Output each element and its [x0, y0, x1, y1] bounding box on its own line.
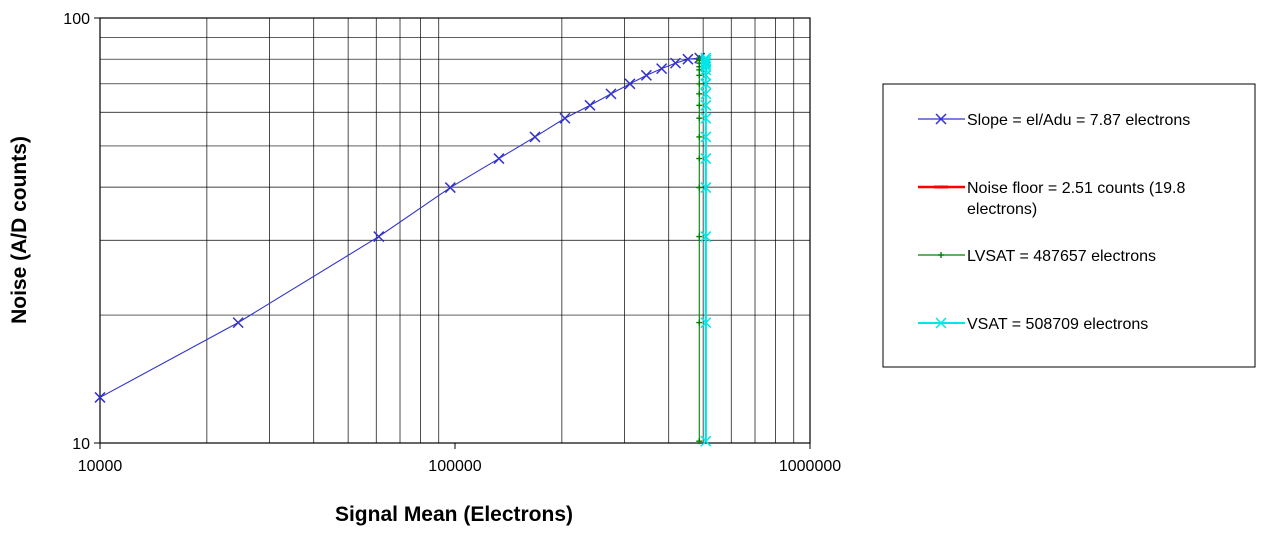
data-point-marker [529, 131, 541, 143]
legend-label: Slope = el/Adu = 7.87 electrons [967, 112, 1190, 129]
legend-label-line: Slope = el/Adu = 7.87 electrons [967, 112, 1190, 129]
data-point [624, 78, 636, 90]
data-point [700, 99, 712, 111]
data-point-marker [700, 78, 712, 90]
data-point [656, 63, 668, 75]
data-point-marker [935, 113, 947, 125]
data-point [700, 112, 712, 124]
data-point [696, 233, 703, 240]
data-point-marker [700, 131, 712, 143]
y-tick-label: 10 [72, 436, 90, 453]
data-point [559, 112, 571, 124]
legend-entry: LVSAT = 487657 electrons [918, 248, 1156, 265]
legend-label-line: Noise floor = 2.51 counts (19.8 [967, 180, 1185, 197]
data-point-marker [700, 54, 712, 66]
data-point-marker [656, 63, 668, 75]
data-point-marker [700, 99, 712, 111]
data-point [700, 131, 712, 143]
data-point-marker [700, 56, 712, 68]
legend-label: VSAT = 508709 electrons [967, 316, 1148, 333]
data-point-marker [605, 88, 617, 100]
data-point-marker [624, 78, 636, 90]
data-point [696, 115, 703, 122]
data-point-marker [700, 317, 712, 329]
legend-label-line: electrons) [967, 201, 1037, 218]
data-point [444, 182, 456, 194]
data-point-marker [700, 112, 712, 124]
legend-label: LVSAT = 487657 electrons [967, 248, 1156, 265]
series-2 [696, 55, 703, 445]
data-point [696, 102, 703, 109]
data-point [700, 153, 712, 165]
data-point [700, 231, 712, 243]
data-point [696, 155, 703, 162]
x-tick-label: 10000 [78, 458, 123, 475]
data-point-marker [700, 435, 712, 447]
data-point [584, 99, 596, 111]
data-point [605, 88, 617, 100]
y-tick-label: 100 [63, 11, 90, 28]
data-point-marker [669, 57, 682, 69]
data-point [373, 231, 385, 243]
data-point-marker [559, 112, 571, 124]
data-point [700, 317, 712, 329]
data-point [696, 319, 703, 326]
data-point-marker [700, 231, 712, 243]
data-point [640, 69, 652, 81]
data-point-marker [682, 53, 694, 65]
data-point-marker [640, 69, 652, 81]
data-point-marker [232, 317, 244, 329]
data-point [700, 56, 712, 68]
data-point [669, 57, 682, 69]
data-point [700, 54, 712, 66]
data-series [94, 52, 712, 447]
data-point [232, 317, 244, 329]
data-point-marker [373, 231, 385, 243]
legend-entry: VSAT = 508709 electrons [918, 316, 1148, 333]
series-3 [700, 52, 712, 447]
data-point-marker [94, 391, 106, 403]
x-tick-label: 100000 [428, 458, 481, 475]
x-axis-title: Signal Mean (Electrons) [335, 503, 573, 526]
data-point [700, 435, 712, 447]
data-point [493, 153, 505, 165]
x-tick-label: 1000000 [779, 458, 841, 475]
data-point-marker [700, 182, 712, 194]
y-axis-title: Noise (A/D counts) [8, 136, 31, 324]
data-point-marker [700, 52, 712, 64]
data-point [700, 182, 712, 194]
data-point [696, 80, 703, 87]
data-point [94, 391, 106, 403]
data-point [700, 69, 712, 81]
data-point [696, 438, 703, 445]
legend-items: Slope = el/Adu = 7.87 electrons Noise flo… [918, 112, 1190, 333]
data-point [700, 88, 712, 100]
data-point [700, 52, 712, 64]
data-point-marker [493, 153, 505, 165]
data-point-marker [700, 88, 712, 100]
data-point-marker [700, 69, 712, 81]
legend-label: Noise floor = 2.51 counts (19.8 electrons… [967, 180, 1185, 218]
data-point [696, 184, 703, 191]
data-point-marker [584, 99, 596, 111]
legend-entry: Slope = el/Adu = 7.87 electrons [918, 112, 1190, 129]
data-point-marker [444, 182, 456, 194]
data-point-marker [935, 317, 947, 329]
data-point [700, 78, 712, 90]
data-point [682, 53, 694, 65]
data-point [696, 133, 703, 140]
legend-entry: Noise floor = 2.51 counts (19.8 electrons… [918, 180, 1185, 218]
data-point [696, 90, 703, 97]
axis-tick-labels: 10000 100000 1000000 10 100 [63, 11, 841, 475]
data-point-marker [700, 153, 712, 165]
data-point [529, 131, 541, 143]
legend: Slope = el/Adu = 7.87 electrons Noise flo… [882, 83, 1256, 368]
